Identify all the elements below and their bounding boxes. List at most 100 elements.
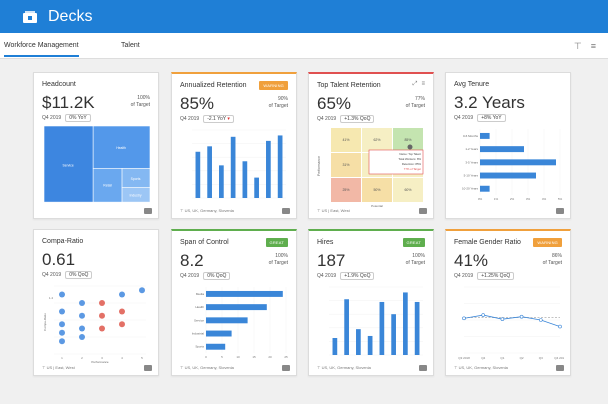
scatter-point — [59, 321, 65, 328]
tenure-card[interactable]: Avg Tenure 3.2 Years Q4 2019 +8% YoY 0% 1%… — [445, 72, 571, 219]
card-target: 100% of Target — [405, 253, 425, 266]
treemap-cell-industry — [121, 187, 151, 203]
grid-cell-value: 60% — [404, 188, 411, 192]
card-footer: ⊤ US | East, West — [42, 365, 75, 370]
delta-chip: 0% YoY — [65, 114, 91, 122]
card-footer: ⊤ US, UK, Germany, Slovenia — [317, 365, 371, 370]
filter-icon: ⊤ — [180, 208, 184, 213]
span-card[interactable]: Span of Control GREAT 8.2 100% of Target … — [171, 229, 297, 376]
cursor-icon — [407, 144, 413, 150]
scatter-point — [119, 291, 125, 298]
bar — [266, 140, 271, 198]
compa-scatter-chart: Compa-Ratio 1.4 1 2 3 4 5 Performance — [43, 285, 146, 364]
bar — [367, 335, 373, 355]
compa-card[interactable]: Compa-Ratio 0.61 Q4 2019 0% QoQ Compa-Rat… — [33, 229, 159, 376]
comment-icon[interactable] — [556, 365, 564, 371]
bar — [206, 343, 226, 350]
delta-chip: 0% QoQ — [65, 271, 93, 279]
category-label: 1-2 Years — [465, 147, 478, 151]
comment-icon[interactable] — [419, 365, 427, 371]
delta-chip: +1.3% QoQ — [340, 115, 375, 123]
bar — [379, 301, 385, 355]
delta-chip: +8% YoY — [477, 114, 506, 122]
tick-label: 1.4 — [49, 296, 54, 300]
tab-talent[interactable]: Talent — [121, 42, 140, 49]
category-label: 0-6 Months — [463, 134, 479, 138]
bar — [206, 317, 248, 324]
grid-cell — [362, 178, 392, 202]
category-label: 3-5 Years — [465, 160, 478, 164]
grid-cell-value: 50% — [373, 188, 380, 192]
category-label: 10-20 Years — [462, 187, 479, 191]
expand-icon[interactable]: ⤢ — [412, 81, 418, 87]
tick-label: 3 — [101, 356, 103, 360]
delta-chip: +1.25% QoQ — [477, 272, 515, 280]
scatter-point — [59, 329, 65, 336]
comment-icon[interactable] — [419, 208, 427, 214]
comment-icon[interactable] — [282, 208, 290, 214]
status-badge: WARNING — [533, 238, 562, 247]
tick-label: 2 — [81, 356, 83, 360]
card-period: Q4 2019 -2.1 YoY ▾ — [180, 115, 234, 123]
category-label: Media — [196, 292, 205, 296]
bar — [391, 314, 396, 355]
status-badge: GREAT — [265, 238, 288, 247]
menu-icon[interactable]: ≡ — [421, 81, 425, 87]
top-talent-card[interactable]: Top Talent Retention ⤢ ≡ 65% 77% of Target… — [308, 72, 434, 219]
tick-label: Q3 2018 — [458, 356, 470, 360]
card-period: Q4 2019 +1.3% QoQ — [317, 115, 375, 123]
tab-workforce-management[interactable]: Workforce Management — [4, 42, 79, 57]
scatter-point — [139, 287, 145, 294]
bar — [207, 146, 212, 198]
scatter-point — [99, 325, 105, 332]
card-value: 0.61 — [42, 250, 76, 269]
retention-card[interactable]: Annualized Retention WARNING 85% 90% of T… — [171, 72, 297, 219]
bar — [206, 290, 283, 297]
filter-icon: ⊤ — [317, 365, 321, 370]
svg-text:Total Workers: 8%: Total Workers: 8% — [398, 157, 421, 161]
bar — [480, 146, 524, 153]
tick-label: 20 — [268, 355, 272, 359]
scatter-point — [59, 338, 65, 345]
comment-icon[interactable] — [144, 208, 152, 214]
card-title: Hires — [317, 239, 334, 246]
bar — [277, 135, 283, 198]
retention-bar-chart — [192, 129, 286, 199]
category-label: Service — [194, 318, 204, 322]
card-value: 41% — [454, 251, 489, 270]
card-period: Q4 2019 0% QoQ — [42, 271, 93, 279]
tick-label: 1 — [61, 356, 63, 360]
treemap-cell-health — [92, 126, 151, 169]
scatter-point — [79, 312, 85, 319]
bar — [206, 304, 267, 311]
comment-icon[interactable] — [556, 208, 564, 214]
hires-bar-chart — [329, 286, 423, 356]
card-title: Annualized Retention — [180, 82, 247, 89]
menu-icon[interactable]: ≡ — [590, 41, 596, 51]
status-badge: GREAT — [402, 238, 425, 247]
grid-cell-value: 41% — [342, 138, 349, 142]
tick-label: 25 — [284, 355, 288, 359]
line-point — [462, 316, 466, 321]
card-value: 3.2 Years — [454, 93, 525, 112]
headcount-card[interactable]: Headcount $11.2K 100% of Target Q4 2019 0%… — [33, 72, 159, 219]
scatter-point — [79, 325, 85, 332]
bar — [219, 165, 224, 198]
gender-card[interactable]: Female Gender Ratio WARNING 41% 86% of Ta… — [445, 229, 571, 376]
comment-icon[interactable] — [282, 365, 290, 371]
treemap-label: Retail — [103, 184, 112, 188]
grid-cell-value: 25% — [342, 188, 349, 192]
card-value: 187 — [317, 251, 346, 270]
delta-chip: +1.9% QoQ — [340, 272, 375, 280]
svg-text:77% of Target: 77% of Target — [404, 167, 421, 171]
svg-text:Name: Top Talent: Name: Top Talent — [399, 152, 421, 156]
bar — [332, 338, 338, 355]
treemap-label: Industry — [130, 193, 142, 197]
scatter-point — [99, 300, 105, 306]
category-label: 5-10 Years — [464, 174, 479, 178]
comment-icon[interactable] — [144, 365, 152, 371]
filter-icon[interactable]: ⊤ — [573, 41, 582, 51]
hires-card[interactable]: Hires GREAT 187 100% of Target Q4 2019 +1.… — [308, 229, 434, 376]
card-title: Span of Control — [180, 239, 229, 246]
treemap-label: Health — [116, 146, 126, 150]
